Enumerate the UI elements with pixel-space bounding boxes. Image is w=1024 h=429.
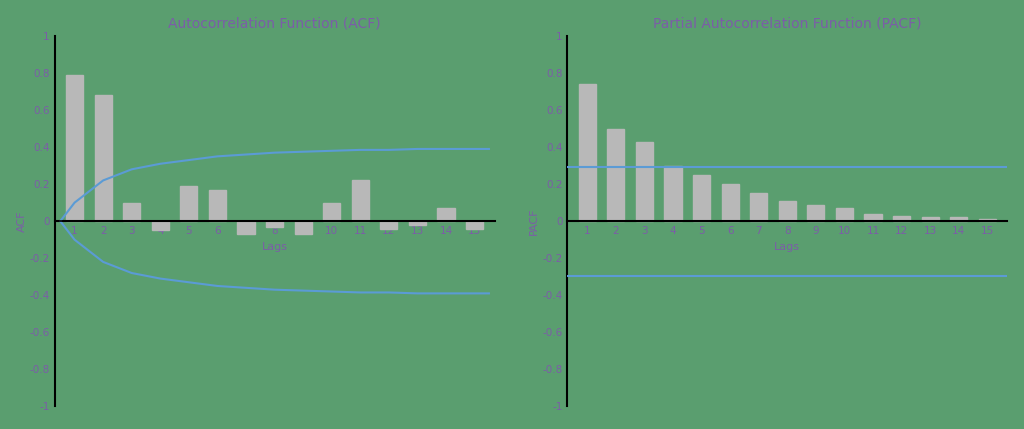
Bar [324, 202, 340, 221]
Title: Autocorrelation Function (ACF): Autocorrelation Function (ACF) [168, 17, 381, 30]
Bar [607, 129, 625, 221]
Bar [94, 95, 112, 221]
Bar [209, 190, 226, 221]
Bar [238, 221, 255, 234]
Bar [579, 84, 596, 221]
Bar [295, 221, 311, 234]
Bar [466, 221, 483, 229]
Bar [922, 218, 939, 221]
Bar [437, 208, 455, 221]
Bar [836, 208, 853, 221]
Bar [152, 221, 169, 230]
Bar [722, 184, 738, 221]
Bar [409, 221, 426, 225]
Bar [751, 193, 767, 221]
Bar [778, 201, 796, 221]
Y-axis label: ACF: ACF [16, 210, 27, 232]
Bar [665, 166, 682, 221]
Bar [380, 221, 397, 229]
Bar [352, 181, 369, 221]
Bar [66, 75, 83, 221]
Bar [180, 186, 198, 221]
Bar [864, 214, 882, 221]
Bar [893, 216, 910, 221]
Bar [807, 205, 824, 221]
X-axis label: Lags: Lags [261, 242, 288, 251]
Bar [950, 218, 968, 221]
Y-axis label: PACF: PACF [529, 207, 540, 235]
X-axis label: Lags: Lags [774, 242, 801, 251]
Bar [123, 202, 140, 221]
Bar [979, 219, 996, 221]
Bar [266, 221, 284, 227]
Bar [636, 142, 653, 221]
Title: Partial Autocorrelation Function (PACF): Partial Autocorrelation Function (PACF) [653, 17, 922, 30]
Bar [693, 175, 710, 221]
